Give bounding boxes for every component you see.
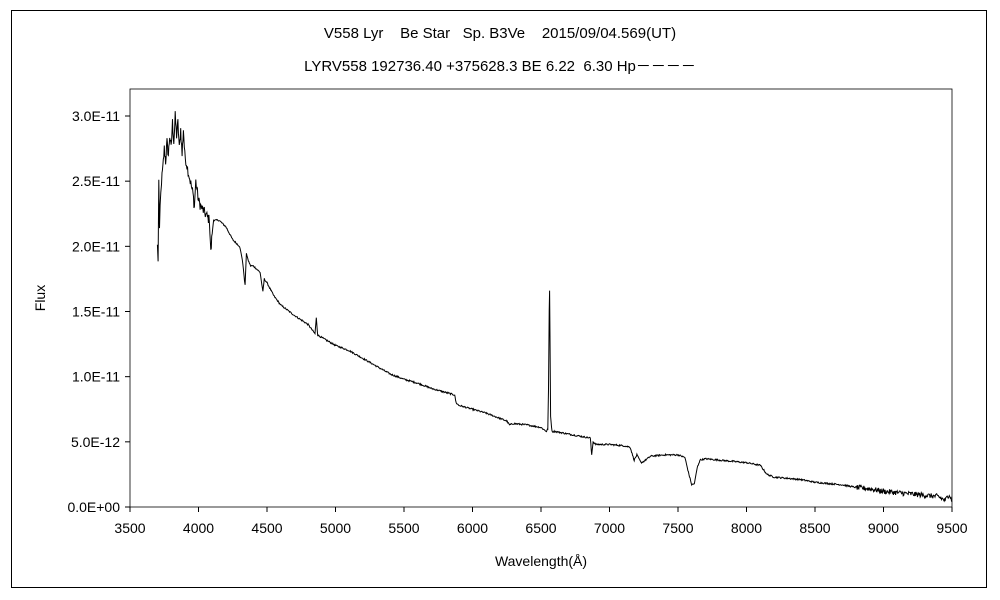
chart-subtitle: LYRV558 192736.40 +375628.3 BE 6.22 6.30…: [304, 58, 696, 75]
x-tick-label: 8500: [799, 520, 830, 536]
y-tick-label: 2.5E-11: [72, 173, 120, 189]
y-axis-ticks: 0.0E+00 5.0E-12 1.0E-11 1.5E-11 2.0E-11 2.5E-…: [67, 108, 130, 515]
x-tick-label: 9000: [868, 520, 899, 536]
x-tick-label: 5000: [320, 520, 351, 536]
x-tick-label: 7500: [662, 520, 693, 536]
x-tick-label: 6000: [457, 520, 488, 536]
y-tick-label: 0.0E+00: [67, 499, 120, 515]
y-axis-title: Flux: [32, 285, 48, 311]
chart-frame: [11, 10, 987, 588]
x-tick-label: 5500: [388, 520, 419, 536]
plot-area: [129, 88, 953, 508]
chart-title: V558 Lyr Be Star Sp. B3Ve 2015/09/04.569…: [323, 25, 677, 42]
x-tick-label: 7000: [594, 520, 625, 536]
y-tick-label: 3.0E-11: [72, 108, 120, 124]
x-tick-label: 8000: [731, 520, 762, 536]
x-tick-label: 4000: [183, 520, 214, 536]
y-tick-label: 1.0E-11: [72, 369, 120, 385]
x-tick-label: 6500: [525, 520, 556, 536]
y-tick-label: 1.5E-11: [72, 304, 120, 320]
y-tick-label: 2.0E-11: [72, 238, 120, 254]
y-tick-label: 5.0E-12: [71, 434, 120, 450]
x-axis-ticks: 3500 4000 4500 5000 5500 6000 6500 7000 7500 8000…: [114, 507, 968, 536]
x-tick-label: 3500: [114, 520, 145, 536]
x-tick-label: 4500: [251, 520, 282, 536]
x-tick-label: 9500: [936, 520, 967, 536]
x-axis-title: Wavelength(Å): [495, 553, 587, 569]
spectrum-line: [156, 111, 953, 503]
